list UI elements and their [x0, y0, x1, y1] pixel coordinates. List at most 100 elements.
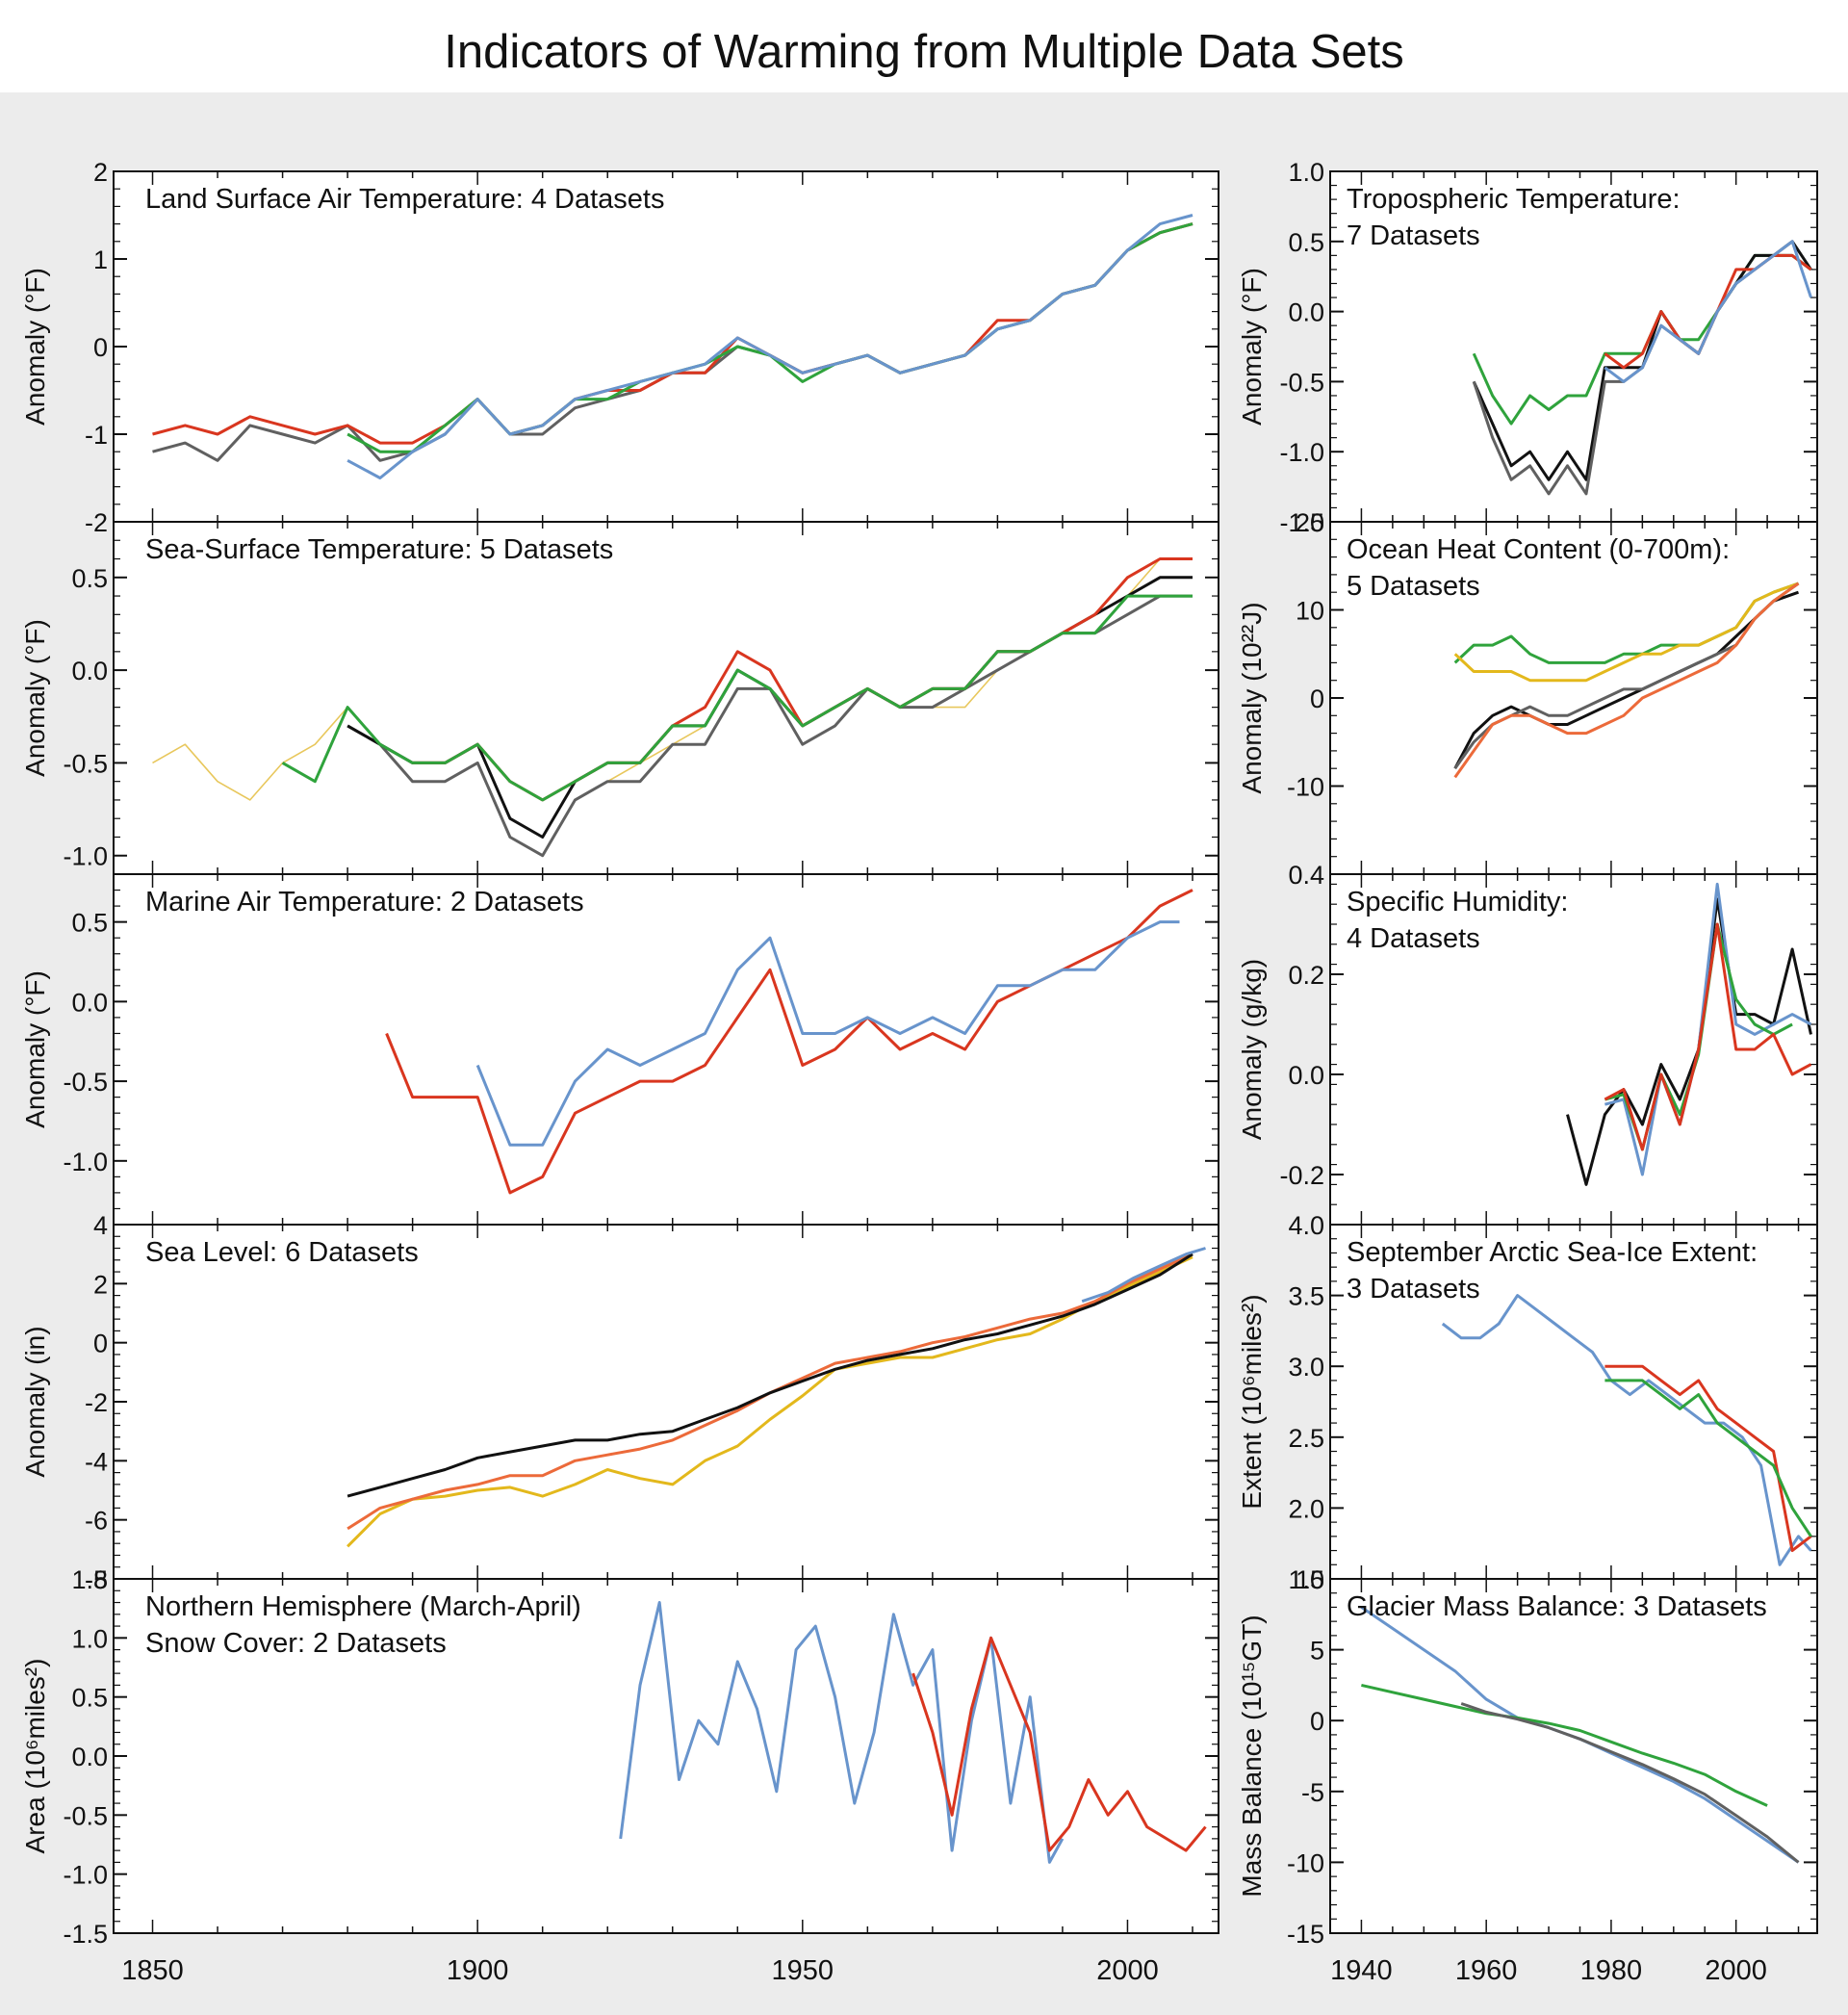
panel-title: 3 Datasets — [1347, 1274, 1480, 1305]
y-tick-label: 1.5 — [1288, 1565, 1324, 1594]
panel-title: Sea Level: 6 Datasets — [145, 1237, 419, 1268]
sea-level-panel: 4 2 0 -2 -4 -6 -8 Sea Level: 6 Datasets Anomaly … — [20, 1211, 1219, 1594]
y-tick-label: 2.5 — [1288, 1424, 1324, 1453]
specific-humidity-panel: 0.4 0.2 0.0 -0.2 Specific Humidity: 4 Dataset… — [1237, 861, 1818, 1226]
y-tick-label: 0.0 — [71, 657, 108, 685]
y-tick-label: 1.5 — [71, 1565, 108, 1594]
panel-title: 4 Datasets — [1347, 923, 1480, 954]
y-tick-label: 10 — [1296, 597, 1324, 626]
panel-title: 7 Datasets — [1347, 220, 1480, 251]
x-tick-label-right: 2000 — [1705, 1955, 1767, 1986]
glacier-mass-series-green-line — [1361, 1683, 1768, 1807]
arctic-sea-ice-series-green-line — [1604, 1379, 1812, 1537]
y-tick-label: 10 — [1296, 1565, 1324, 1594]
y-tick-label: -0.5 — [1279, 368, 1324, 397]
snow-cover-series-blue-line — [619, 1601, 1065, 1864]
specific-humidity-series-black-line — [1566, 897, 1812, 1186]
sea-level-series-yellow-line — [346, 1255, 1194, 1548]
y-tick-label: 0.0 — [1288, 1061, 1324, 1090]
tropospheric-temp-panel: 1.0 0.5 0.0 -0.5 -1.0 -1.5 Tropospheric Temper… — [1237, 158, 1818, 537]
y-tick-label: -1.0 — [63, 1148, 108, 1176]
y-tick-label: 4 — [93, 1211, 108, 1240]
plot-area — [1330, 522, 1817, 874]
plot-area — [1330, 1579, 1817, 1933]
y-tick-label: -1 — [85, 421, 108, 450]
plot-area — [114, 1225, 1219, 1579]
y-axis-label: Anomaly (°F) — [1237, 268, 1267, 426]
panel-title: Northern Hemisphere (March-April) — [145, 1591, 581, 1622]
land-temp-panel: 2 1 0 -1 -2 Land Surface Air Temperature: 4 D… — [20, 158, 1219, 537]
plot-frame — [113, 1578, 1219, 1934]
y-tick-label: 3.0 — [1288, 1353, 1324, 1382]
y-tick-label: 5 — [1310, 1637, 1324, 1666]
panel-title: Ocean Heat Content (0-700m): — [1347, 534, 1730, 565]
ocean-heat-panel: 20 10 0 -10 Ocean Heat Content (0-700m): 5 Da… — [1237, 508, 1818, 875]
figure-title: Indicators of Warming from Multiple Data… — [444, 26, 1404, 78]
y-tick-label: -15 — [1287, 1920, 1324, 1949]
sea-level-series-blue-line — [1081, 1247, 1206, 1304]
y-tick-label: 0 — [1310, 685, 1324, 713]
y-tick-label: 0 — [1310, 1707, 1324, 1736]
y-axis-label: Anomaly (°F) — [20, 619, 50, 777]
x-tick-label-right: 1980 — [1580, 1955, 1643, 1986]
y-tick-label: -10 — [1287, 773, 1324, 802]
panel-title: Specific Humidity: — [1347, 887, 1568, 917]
ocean-heat-series-orange-line — [1453, 581, 1800, 779]
y-tick-label: 0.2 — [1288, 961, 1324, 990]
y-tick-label: -10 — [1287, 1848, 1324, 1877]
panel-title: 5 Datasets — [1347, 571, 1480, 602]
y-tick-label: 4.0 — [1288, 1211, 1324, 1240]
y-tick-label: 3.5 — [1288, 1282, 1324, 1311]
y-tick-label: 0.5 — [71, 909, 108, 938]
y-tick-label: -2 — [85, 1388, 108, 1417]
specific-humidity-series-blue-line — [1604, 882, 1812, 1176]
arctic-sea-ice-series-red-line — [1604, 1364, 1812, 1553]
y-tick-label: 0 — [93, 333, 108, 362]
tropospheric-temp-series-blue-line — [1604, 240, 1812, 383]
plot-area — [114, 522, 1219, 874]
panel-title: Marine Air Temperature: 2 Datasets — [145, 887, 584, 917]
y-tick-label: 20 — [1296, 508, 1324, 537]
panel-title: Tropospheric Temperature: — [1347, 184, 1681, 215]
y-tick-label: -1.0 — [1279, 438, 1324, 467]
panel-title: Glacier Mass Balance: 3 Datasets — [1347, 1591, 1767, 1622]
panel-title: Land Surface Air Temperature: 4 Datasets — [145, 184, 665, 215]
y-tick-label: -8 — [85, 1565, 108, 1594]
y-tick-label: -1.5 — [1279, 508, 1324, 537]
arctic-sea-ice-panel: 4.0 3.5 3.0 2.5 2.0 1.5 September Arctic Sea-I… — [1237, 1211, 1818, 1594]
x-axis-layer: 1850 1900 1950 2000 1940 1960 1980 2000 — [121, 1955, 1767, 1986]
y-tick-label: -4 — [85, 1447, 108, 1476]
plot-area — [1330, 1225, 1817, 1579]
panel-title: Sea-Surface Temperature: 5 Datasets — [145, 534, 613, 565]
y-tick-label: -0.2 — [1279, 1161, 1324, 1190]
y-tick-label: 0.5 — [71, 564, 108, 593]
y-tick-label: -0.5 — [63, 1801, 108, 1830]
y-axis-label: Mass Balance (10¹⁵GT) — [1237, 1615, 1267, 1897]
y-tick-label: 1 — [93, 245, 108, 274]
sea-surface-temp-panel: 0.5 0.0 -0.5 -1.0 Sea-Surface Temperature: 5… — [20, 521, 1219, 875]
panel-title: Snow Cover: 2 Datasets — [145, 1628, 447, 1659]
y-tick-label: -5 — [1301, 1778, 1324, 1807]
x-tick-label-left: 1950 — [772, 1955, 834, 1986]
glacier-mass-series-gray-line — [1460, 1702, 1800, 1864]
y-axis-label: Anomaly (10²²J) — [1237, 602, 1267, 793]
y-axis-label: Anomaly (°F) — [20, 970, 50, 1128]
y-tick-label: 0.0 — [71, 1743, 108, 1771]
snow-cover-series-red-line — [911, 1636, 1207, 1852]
land-temp-series-blue-line — [346, 214, 1194, 479]
y-tick-label: 0.5 — [1288, 228, 1324, 257]
panel-title: September Arctic Sea-Ice Extent: — [1347, 1237, 1758, 1268]
y-axis-label: Extent (10⁶miles²) — [1237, 1294, 1267, 1509]
sea-level-series-black-line — [346, 1253, 1194, 1498]
y-tick-label: -1.0 — [63, 1861, 108, 1890]
title-bar — [0, 0, 1848, 92]
y-tick-label: 2.0 — [1288, 1494, 1324, 1523]
y-tick-label: 0.4 — [1288, 861, 1324, 890]
specific-humidity-series-red-line — [1604, 922, 1812, 1151]
ocean-heat-series-black-line — [1453, 590, 1799, 769]
y-tick-label: -0.5 — [63, 749, 108, 778]
ocean-heat-series-yellow-line — [1453, 581, 1800, 683]
y-tick-label: 0.0 — [71, 988, 108, 1017]
marine-air-temp-series-blue-line — [475, 920, 1180, 1147]
